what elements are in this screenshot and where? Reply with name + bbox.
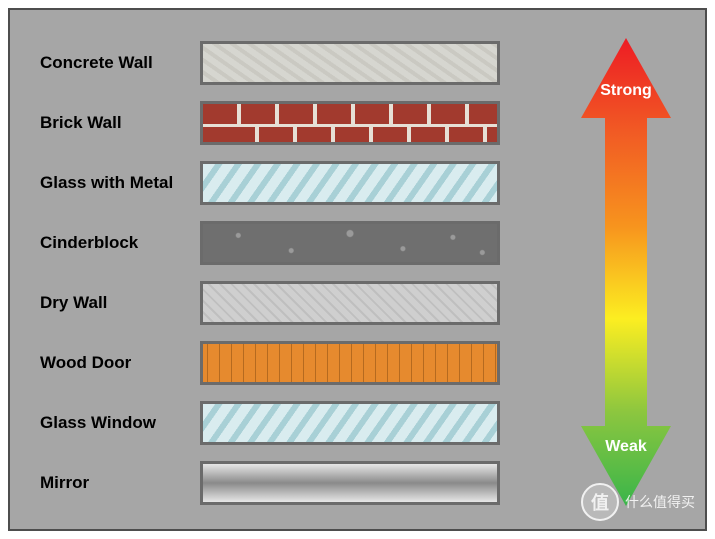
material-rows: Concrete Wall Brick Wall Glass with Metal C… bbox=[40, 38, 510, 518]
material-label: Glass Window bbox=[40, 414, 200, 433]
arrow-label-strong: Strong bbox=[581, 82, 671, 100]
material-swatch-glass bbox=[200, 161, 500, 205]
material-row: Brick Wall bbox=[40, 98, 510, 148]
strength-arrow: Strong Weak bbox=[581, 38, 671, 506]
material-swatch-glass bbox=[200, 401, 500, 445]
material-swatch-mirror bbox=[200, 461, 500, 505]
material-swatch-brick bbox=[200, 101, 500, 145]
material-label: Brick Wall bbox=[40, 114, 200, 133]
material-label: Glass with Metal bbox=[40, 174, 200, 193]
material-swatch-concrete bbox=[200, 41, 500, 85]
material-row: Concrete Wall bbox=[40, 38, 510, 88]
material-swatch-drywall bbox=[200, 281, 500, 325]
material-row: Cinderblock bbox=[40, 218, 510, 268]
arrow-label-weak: Weak bbox=[581, 438, 671, 456]
watermark-badge: 值 bbox=[581, 483, 619, 521]
material-label: Mirror bbox=[40, 474, 200, 493]
material-label: Concrete Wall bbox=[40, 54, 200, 73]
arrow-svg bbox=[581, 38, 671, 506]
watermark: 值 什么值得买 bbox=[581, 483, 695, 521]
material-row: Glass Window bbox=[40, 398, 510, 448]
material-row: Wood Door bbox=[40, 338, 510, 388]
material-label: Cinderblock bbox=[40, 234, 200, 253]
diagram-frame: Concrete Wall Brick Wall Glass with Metal C… bbox=[8, 8, 707, 531]
material-row: Glass with Metal bbox=[40, 158, 510, 208]
material-row: Dry Wall bbox=[40, 278, 510, 328]
material-swatch-wood bbox=[200, 341, 500, 385]
material-row: Mirror bbox=[40, 458, 510, 508]
watermark-text: 什么值得买 bbox=[625, 492, 695, 512]
material-label: Dry Wall bbox=[40, 294, 200, 313]
material-label: Wood Door bbox=[40, 354, 200, 373]
material-swatch-cinder bbox=[200, 221, 500, 265]
